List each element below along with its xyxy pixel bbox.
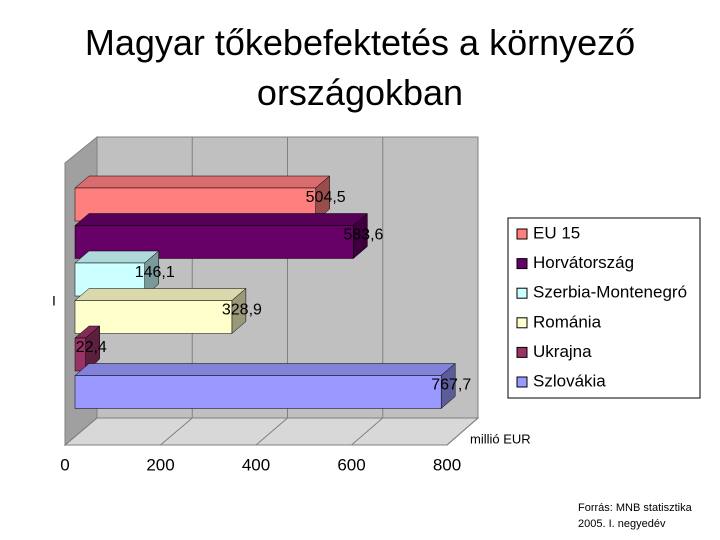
chart-title: Magyar tőkebefektetés a környező országo…	[84, 22, 636, 113]
grid-line	[255, 417, 288, 446]
legend-label: EU 15	[533, 223, 580, 242]
bar	[74, 375, 442, 409]
legend-label: Horvátország	[533, 253, 634, 272]
legend-swatch	[516, 376, 528, 388]
legend-swatch	[516, 228, 528, 240]
legend-label: Szerbia-Montenegró	[533, 283, 687, 302]
x-tick-label: 400	[242, 455, 270, 474]
value-label: 22,4	[76, 339, 107, 356]
legend-label: Románia	[533, 312, 602, 331]
bar-top	[74, 363, 456, 376]
grid-line	[446, 417, 479, 446]
value-label: 767,7	[431, 377, 471, 394]
value-label: 504,5	[306, 189, 346, 206]
x-tick-label: 200	[146, 455, 174, 474]
grid-line	[160, 417, 193, 446]
legend-swatch	[516, 346, 528, 358]
legend-swatch	[516, 317, 528, 329]
bar-top	[74, 288, 247, 301]
x-axis-label: millió EUR	[470, 431, 531, 446]
x-tick-label: 800	[433, 455, 461, 474]
value-label: 328,9	[222, 302, 262, 319]
category-label: I	[52, 293, 56, 309]
value-label: 583,6	[343, 227, 383, 244]
bar-top	[74, 175, 331, 189]
grid-line	[351, 417, 384, 446]
grid-line	[64, 417, 98, 446]
source-note: Forrás: MNB statisztika	[578, 502, 693, 514]
legend-label: Szlovákia	[533, 371, 606, 390]
source-note: 2005. I. negyedév	[578, 518, 666, 530]
x-tick-label: 600	[337, 455, 365, 474]
bar-top	[74, 250, 160, 264]
x-tick-label: 0	[60, 455, 69, 474]
bar-top	[74, 213, 369, 226]
value-label: 146,1	[135, 264, 175, 281]
bar	[74, 300, 233, 334]
legend-box	[507, 217, 701, 399]
legend-swatch	[516, 258, 528, 270]
legend-swatch	[516, 287, 528, 299]
legend-label: Ukrajna	[533, 342, 592, 361]
